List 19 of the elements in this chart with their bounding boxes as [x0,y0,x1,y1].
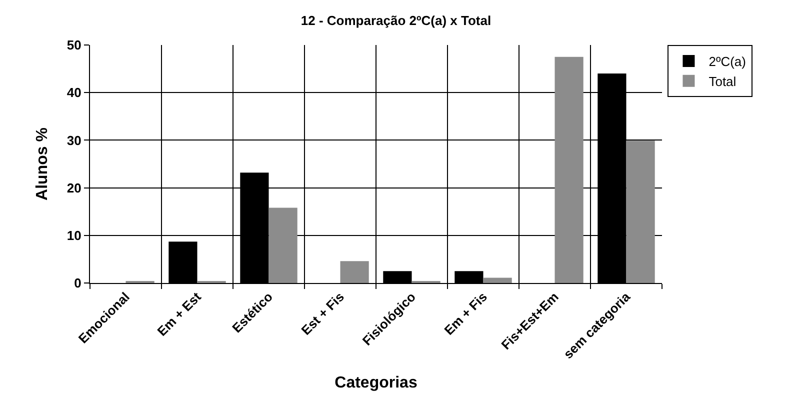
bar [483,278,512,283]
legend-label: Total [708,74,736,89]
bar [554,56,584,283]
y-tick-label: 0 [74,276,82,291]
x-axis-title: Categorias [334,374,418,392]
y-tick-label: 30 [66,132,82,148]
y-tick-label: 40 [66,85,82,100]
bar [340,261,369,283]
bar [268,208,298,283]
bar [626,140,655,283]
y-tick-label: 50 [66,38,82,53]
legend-label: 2ºC(a) [708,54,746,70]
y-axis-title: Alunos % [34,128,51,200]
x-tick-label: Em + Est [154,288,204,339]
x-tick-label: Est + Fis [298,289,347,338]
x-tick-label: Em + Fis [441,289,490,338]
y-tick-label: 20 [66,180,82,196]
chart-title: 12 - Comparação 2ºC(a) x Total [300,13,492,28]
y-tick-label: 10 [66,228,82,243]
